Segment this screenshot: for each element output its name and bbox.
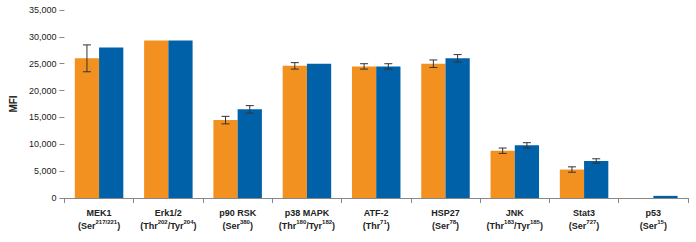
- svg-text:): ): [596, 221, 599, 231]
- svg-text:): ): [194, 221, 197, 231]
- svg-text:(Ser: (Ser: [432, 221, 450, 231]
- svg-text:p38 MAPK: p38 MAPK: [285, 208, 330, 218]
- svg-text:JNK: JNK: [506, 208, 525, 218]
- svg-text:182: 182: [322, 219, 333, 225]
- svg-text:): ): [250, 221, 253, 231]
- svg-text:(Thr: (Thr: [140, 221, 158, 231]
- svg-text:/Tyr: /Tyr: [168, 221, 184, 231]
- svg-text:Stat3: Stat3: [573, 208, 595, 218]
- svg-text:217/221: 217/221: [95, 219, 117, 225]
- svg-text:25,000: 25,000: [29, 59, 57, 69]
- svg-text:(Thr: (Thr: [363, 221, 381, 231]
- svg-text:(Thr: (Thr: [279, 221, 297, 231]
- svg-text:MFI: MFI: [8, 95, 19, 112]
- svg-text:/Tyr: /Tyr: [306, 221, 322, 231]
- svg-text:35,000: 35,000: [29, 5, 57, 15]
- svg-text:180: 180: [296, 219, 307, 225]
- svg-text:10,000: 10,000: [29, 139, 57, 149]
- svg-text:204: 204: [183, 219, 194, 225]
- svg-text:15,000: 15,000: [29, 112, 57, 122]
- svg-text:183: 183: [504, 219, 515, 225]
- svg-text:(Ser: (Ser: [569, 221, 587, 231]
- svg-text:0: 0: [51, 193, 56, 203]
- svg-text:ATF-2: ATF-2: [364, 208, 389, 218]
- svg-text:(Ser: (Ser: [78, 221, 96, 231]
- svg-text:380: 380: [239, 219, 250, 225]
- svg-text:Erk1/2: Erk1/2: [155, 208, 182, 218]
- svg-text:71: 71: [380, 219, 387, 225]
- svg-text:): ): [387, 221, 390, 231]
- svg-text:15: 15: [657, 219, 664, 225]
- svg-text:30,000: 30,000: [29, 32, 57, 42]
- svg-text:): ): [117, 221, 120, 231]
- svg-text:/Tyr: /Tyr: [514, 221, 530, 231]
- svg-text:727: 727: [586, 219, 597, 225]
- svg-text:78: 78: [449, 219, 457, 225]
- svg-text:(Ser: (Ser: [640, 221, 658, 231]
- svg-text:202: 202: [157, 219, 168, 225]
- svg-text:p90 RSK: p90 RSK: [219, 208, 257, 218]
- svg-text:): ): [664, 221, 667, 231]
- svg-text:): ): [456, 221, 459, 231]
- svg-text:p53: p53: [646, 208, 662, 218]
- svg-text:5,000: 5,000: [34, 166, 57, 176]
- svg-text:(Thr: (Thr: [487, 221, 505, 231]
- svg-text:185: 185: [530, 219, 540, 225]
- svg-text:HSP27: HSP27: [431, 208, 460, 218]
- svg-text:(Ser: (Ser: [222, 221, 240, 231]
- svg-text:): ): [540, 221, 543, 231]
- svg-text:20,000: 20,000: [29, 86, 57, 96]
- svg-text:MEK1: MEK1: [87, 208, 112, 218]
- svg-text:): ): [332, 221, 335, 231]
